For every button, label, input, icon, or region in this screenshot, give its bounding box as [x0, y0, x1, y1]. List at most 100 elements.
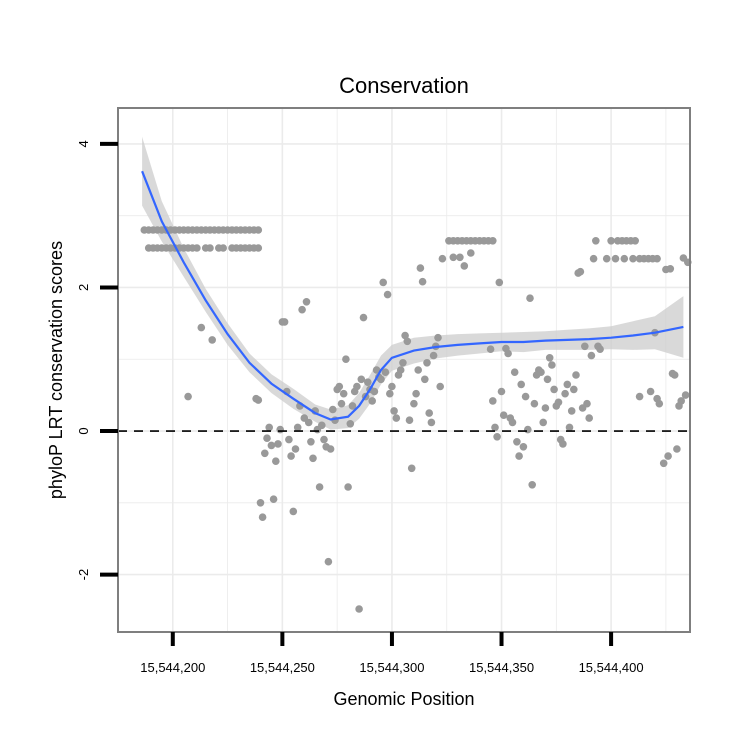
data-point	[524, 425, 532, 434]
data-point	[659, 459, 668, 468]
data-point	[631, 237, 639, 245]
y-axis-title: phyloP LRT conservation scores	[46, 241, 66, 499]
data-point	[339, 389, 348, 398]
data-point	[193, 244, 201, 252]
data-point	[287, 452, 295, 460]
data-point	[285, 435, 293, 444]
data-point	[403, 337, 412, 346]
data-point	[576, 267, 585, 276]
data-point	[410, 399, 418, 408]
data-point	[489, 237, 497, 245]
data-point	[449, 253, 458, 262]
data-point	[499, 411, 508, 420]
data-point	[337, 399, 346, 408]
data-point	[261, 449, 269, 458]
data-point	[256, 499, 265, 507]
chart-title: Conservation	[339, 73, 469, 98]
y-tick-label: 0	[76, 427, 91, 434]
data-point	[517, 380, 525, 389]
data-point	[530, 399, 539, 408]
data-point	[272, 457, 280, 466]
data-point	[493, 433, 501, 441]
data-point	[309, 454, 317, 463]
data-point	[541, 404, 550, 412]
data-point	[353, 382, 361, 391]
data-point	[258, 513, 267, 521]
data-point	[513, 438, 521, 446]
data-point	[370, 387, 379, 396]
data-point	[587, 351, 596, 360]
data-point	[416, 264, 425, 272]
data-point	[405, 416, 414, 425]
data-point	[489, 397, 497, 405]
data-point	[526, 294, 534, 303]
data-point	[563, 380, 572, 389]
data-point	[581, 342, 589, 351]
data-point	[673, 445, 681, 453]
data-point	[456, 253, 464, 262]
data-point	[570, 385, 578, 394]
data-point	[206, 244, 214, 252]
data-point	[543, 375, 552, 384]
data-point	[497, 387, 506, 396]
data-point	[589, 254, 598, 263]
data-point	[427, 418, 436, 427]
data-point	[412, 389, 420, 398]
data-point	[254, 244, 263, 252]
data-point	[539, 418, 547, 427]
data-point	[329, 405, 337, 414]
loess-fit-line	[141, 170, 684, 421]
data-point	[620, 254, 629, 263]
data-point	[254, 226, 263, 234]
x-tick-label: 15,544,350	[469, 660, 534, 675]
data-point	[607, 237, 615, 245]
data-point	[291, 445, 300, 453]
data-point	[429, 351, 438, 360]
data-point	[326, 445, 335, 453]
data-point	[219, 244, 227, 252]
data-point	[664, 452, 672, 460]
x-tick-label: 15,544,300	[359, 660, 424, 675]
data-point	[508, 418, 517, 427]
data-point	[304, 418, 313, 427]
data-point	[655, 399, 664, 408]
data-point	[425, 409, 434, 417]
data-point	[414, 366, 423, 374]
data-point	[184, 392, 192, 401]
data-point	[399, 359, 407, 367]
y-tick-label: -2	[76, 569, 91, 581]
data-point	[289, 507, 298, 516]
data-point	[596, 345, 604, 354]
data-point	[421, 375, 429, 384]
x-tick-label: 15,544,400	[579, 660, 644, 675]
data-point	[263, 434, 271, 443]
data-point	[561, 389, 569, 398]
data-point	[302, 298, 311, 306]
data-point	[554, 398, 563, 407]
data-point	[677, 397, 685, 405]
data-point	[460, 262, 469, 270]
data-point	[364, 378, 372, 387]
data-point	[583, 399, 591, 408]
data-point	[515, 452, 523, 460]
data-point	[348, 402, 357, 410]
data-point	[585, 414, 593, 422]
data-point	[537, 368, 545, 377]
x-axis-title: Genomic Position	[333, 689, 474, 709]
data-point	[635, 392, 644, 401]
data-point	[318, 421, 326, 430]
data-point	[267, 441, 276, 450]
data-point	[438, 254, 447, 263]
data-point	[423, 359, 431, 367]
data-point	[548, 361, 556, 369]
data-point	[383, 290, 392, 299]
data-point	[681, 391, 690, 399]
y-tick-label: 4	[76, 140, 91, 147]
data-point	[315, 483, 324, 491]
data-point	[254, 396, 263, 404]
data-point	[274, 440, 282, 448]
data-point	[567, 407, 576, 415]
data-point	[320, 435, 328, 444]
data-point	[545, 354, 554, 362]
